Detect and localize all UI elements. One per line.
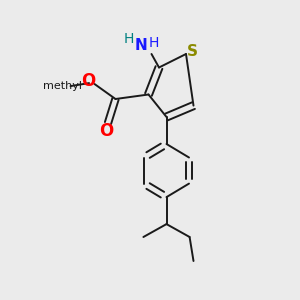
Text: S: S <box>187 44 198 59</box>
Text: H: H <box>149 36 159 50</box>
Text: O: O <box>99 122 114 140</box>
Text: H: H <box>124 32 134 46</box>
Text: O: O <box>81 72 95 90</box>
Text: N: N <box>135 38 147 53</box>
Text: methyl: methyl <box>43 81 82 91</box>
